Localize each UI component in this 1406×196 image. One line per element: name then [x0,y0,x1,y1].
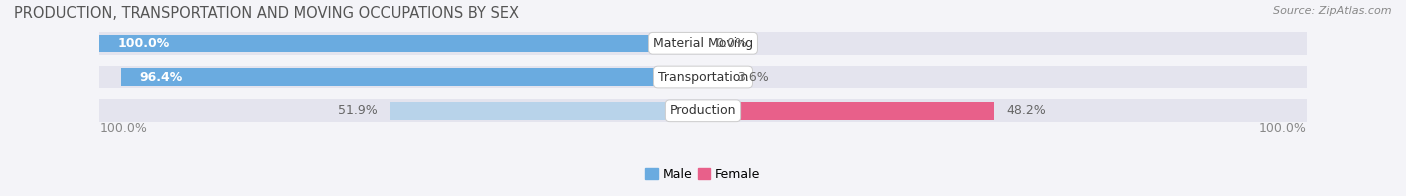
Legend: Male, Female: Male, Female [641,163,765,186]
Bar [703,68,724,86]
Text: 100.0%: 100.0% [1258,122,1306,135]
Text: Source: ZipAtlas.com: Source: ZipAtlas.com [1274,6,1392,16]
Text: 3.6%: 3.6% [737,71,769,83]
Text: 0.0%: 0.0% [716,37,747,50]
Text: 51.9%: 51.9% [337,104,378,117]
Text: 100.0%: 100.0% [118,37,170,50]
Text: 96.4%: 96.4% [139,71,183,83]
Bar [389,102,703,120]
Text: 48.2%: 48.2% [1007,104,1046,117]
Text: PRODUCTION, TRANSPORTATION AND MOVING OCCUPATIONS BY SEX: PRODUCTION, TRANSPORTATION AND MOVING OC… [14,6,519,21]
Bar [100,32,1306,55]
Bar [100,99,1306,122]
Bar [703,102,994,120]
Text: Transportation: Transportation [658,71,748,83]
Bar [121,68,703,86]
Text: Material Moving: Material Moving [652,37,754,50]
Bar [100,34,703,52]
Bar [100,66,1306,88]
Text: 100.0%: 100.0% [100,122,148,135]
Text: Production: Production [669,104,737,117]
